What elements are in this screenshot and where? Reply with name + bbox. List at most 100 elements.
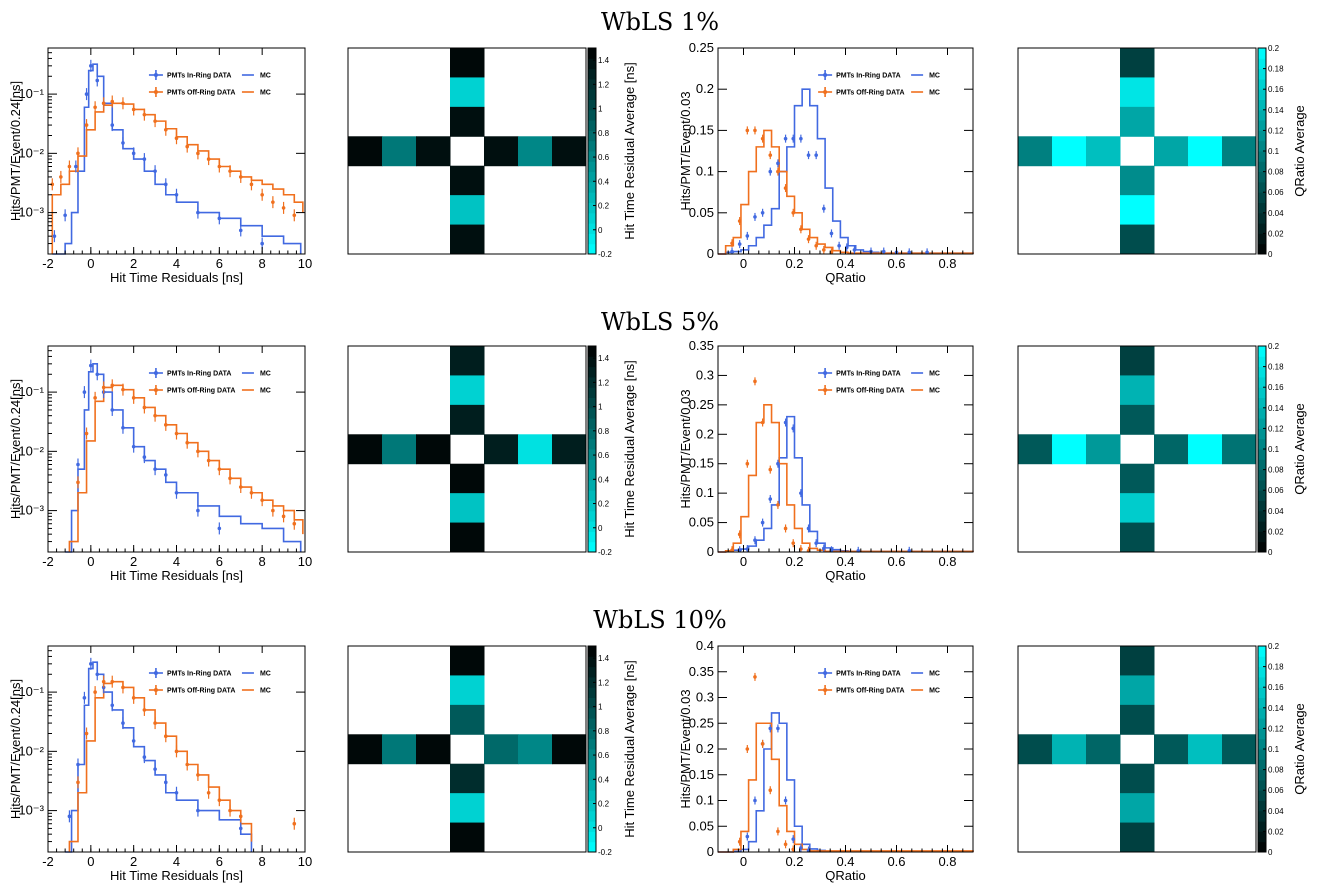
data-point [185, 440, 190, 445]
heatmap-cell [382, 136, 417, 167]
colorbar-tick-label: -0.2 [598, 548, 612, 557]
colorbar-segment [1258, 356, 1266, 368]
data-point [768, 726, 773, 731]
data-point [131, 396, 136, 400]
colorbar-segment [588, 418, 596, 429]
data-point [776, 461, 780, 466]
colorbar-frame [587, 47, 597, 255]
colorbar-segment [588, 646, 596, 657]
heatmap-cell [450, 404, 485, 435]
heatmap-1: -0.2 0 0.2 0.4 0.6 0.8 1 1.2 1.4 Hit Time Residua… [347, 47, 637, 259]
colorbar-segment [1258, 500, 1266, 512]
line-plot-4: -2 0 2 4 6 8 10 10⁻³ 10⁻² 10⁻¹ Hit Time Residuals … [8, 345, 312, 583]
x-tick-label: 0.2 [785, 256, 803, 271]
legend-marker [823, 371, 828, 375]
colorbar-tick-label: 0 [1268, 548, 1273, 557]
data-point [142, 157, 147, 161]
data-point [153, 467, 157, 471]
y-tick-label: 10⁻¹ [18, 384, 44, 399]
heatmap-cell [450, 48, 485, 78]
colorbar-tick-label: 0.6 [598, 153, 610, 162]
colorbar-tick-label: 0.2 [598, 500, 610, 509]
legend-entry: PMTs In-Ring DATA [167, 371, 232, 378]
series-mc-off-2 [718, 129, 974, 255]
colorbar-segment [1258, 728, 1266, 740]
heatmap-cell [1120, 522, 1155, 553]
data-point [776, 169, 780, 174]
data-point [95, 672, 100, 677]
y-tick-label: 0.1 [696, 485, 714, 500]
colorbar-segment [588, 490, 596, 501]
legend: PMTs In-Ring DATA MC PMTs Off-Ring DATA MC [148, 70, 271, 97]
x-axis-label: Hit Time Residuals [ns] [110, 868, 243, 883]
colorbar-tick-label: 0.2 [598, 202, 610, 211]
colorbar-segment [1258, 140, 1266, 152]
colorbar-segment [588, 356, 596, 368]
colorbar-segment [588, 202, 596, 214]
y-tick-label: 0.15 [689, 767, 714, 782]
heatmap-frame [347, 345, 587, 553]
colorbar-segment [1258, 469, 1266, 481]
data-point [163, 423, 168, 427]
legend-marker [153, 371, 158, 375]
y-tick-label: 0.05 [689, 515, 714, 530]
data-point [217, 164, 222, 169]
x-tick-label: 0.6 [887, 554, 905, 569]
data-point [174, 431, 179, 436]
y-tick-label: 0.1 [696, 793, 714, 808]
legend-entry: MC [929, 671, 940, 678]
colorbar-tick-label: 0 [598, 524, 603, 533]
y-tick-label: 10⁻² [18, 743, 44, 758]
x-tick-label: -2 [42, 256, 54, 271]
colorbar-segment [1258, 790, 1266, 801]
legend-entry: PMTs Off-Ring DATA [836, 688, 904, 695]
colorbar-segment [588, 510, 596, 522]
colorbar-tick-label: 0.12 [1268, 424, 1284, 433]
colorbar-tick-label: 0.2 [1268, 44, 1280, 53]
colorbar-segment [588, 521, 596, 532]
y-tick-label: 0.3 [696, 690, 714, 705]
colorbar-segment [1258, 449, 1266, 460]
heatmap-cell [1120, 375, 1155, 406]
data-point [737, 242, 742, 246]
data-point [82, 390, 87, 394]
colorbar-tick-label: 0.16 [1268, 85, 1284, 94]
data-point [217, 216, 222, 221]
colorbar-segment [588, 89, 596, 100]
legend-entry: MC [929, 371, 940, 378]
data-point [110, 383, 115, 388]
heatmap-cell [1052, 136, 1087, 167]
data-point [228, 476, 232, 481]
colorbar-tick-label: 0.18 [1268, 663, 1284, 672]
legend-entry: MC [260, 671, 271, 678]
colorbar-segment [1258, 800, 1266, 812]
colorbar-segment [1258, 676, 1266, 688]
colorbar-segment [588, 841, 596, 853]
colorbar-tick-label: 0 [1268, 848, 1273, 857]
data-point [745, 834, 750, 839]
colorbar-tick-label: 0.08 [1268, 466, 1284, 475]
heatmap-cell [552, 136, 587, 167]
data-point [142, 112, 147, 117]
colorbar-segment [1258, 161, 1266, 173]
colorbar-segment [1258, 68, 1266, 80]
colorbar-tick-label: 0.6 [598, 451, 610, 460]
colorbar-tick-label: 1 [598, 403, 603, 412]
colorbar-frame [587, 645, 597, 853]
section-title: WbLS 1% [601, 8, 719, 36]
data-point [153, 767, 157, 771]
colorbar-segment [588, 68, 596, 80]
heatmap-cell [1086, 136, 1121, 167]
colorbar-segment [588, 831, 596, 843]
heatmap-3: 0 0.02 0.04 0.06 0.08 0.1 0.12 0.14 0.16 0.18 0.2 Q… [1017, 44, 1307, 259]
heatmap-cell [518, 434, 553, 465]
heatmap-cell [450, 493, 485, 524]
colorbar-tick-label: 1.2 [598, 678, 610, 687]
heatmap-cell [1222, 734, 1257, 765]
data-point [806, 237, 811, 241]
heatmap-cell [450, 463, 485, 494]
colorbar-segment [1258, 202, 1266, 214]
data-point [163, 182, 168, 187]
heatmap-cell [1120, 675, 1155, 706]
x-tick-label: 0.8 [938, 256, 956, 271]
